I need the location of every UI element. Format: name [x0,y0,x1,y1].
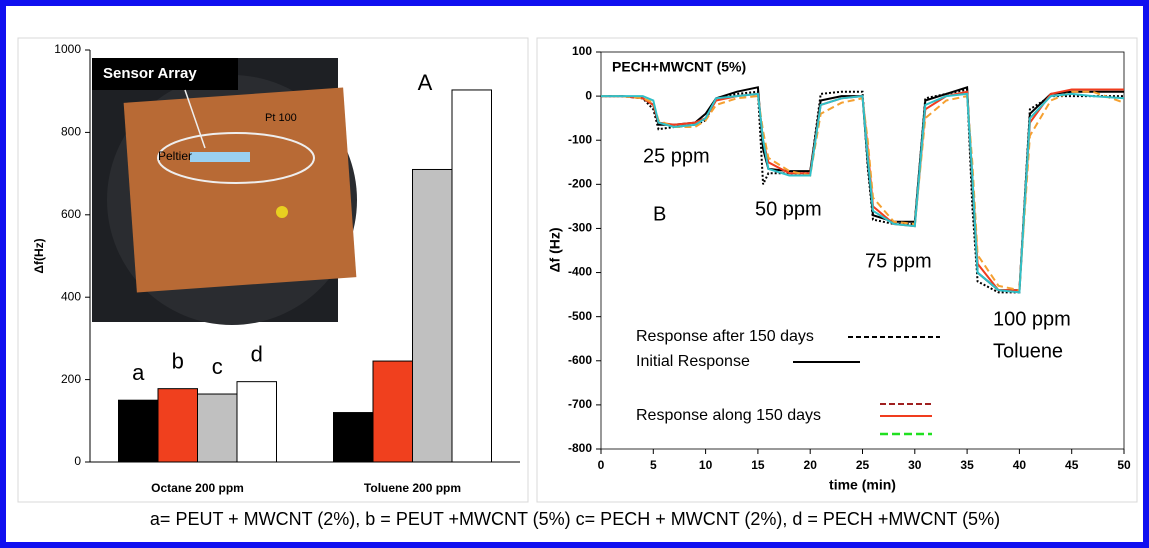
annotation: 75 ppm [865,250,932,272]
x-tick-label: Octane 200 ppm [151,481,244,495]
x-axis-label: time (min) [829,477,896,493]
x-tick-label: 0 [598,458,605,472]
y-tick-label: 600 [61,207,81,221]
annotation: A [418,70,433,95]
y-tick-label: 400 [61,289,81,303]
y-tick-label: -700 [568,397,592,411]
x-tick-label: 25 [856,458,870,472]
x-tick-label: 30 [908,458,922,472]
annotation: 100 ppm [993,308,1071,330]
x-tick-label: 10 [699,458,713,472]
bar [372,360,413,463]
panel-a-box [17,37,529,503]
bar [333,412,374,463]
y-tick-label: -300 [568,221,592,235]
annotation: B [653,203,666,225]
chart-title: PECH+MWCNT (5%) [612,59,746,75]
y-tick-label: 0 [74,454,81,468]
y-tick-label: -100 [568,132,592,146]
x-tick-label: 40 [1013,458,1027,472]
bar [118,399,159,463]
inset-label: Pt 100 [265,112,297,124]
series-label: c [212,354,223,379]
inset-label: Sensor Array [103,65,197,82]
bar [451,89,492,463]
inset-photo [92,58,357,325]
y-tick-label: -200 [568,177,592,191]
y-tick-label: 0 [585,88,592,102]
y-tick-label: -500 [568,309,592,323]
x-tick-label: Toluene 200 ppm [364,481,461,495]
bar [236,381,277,463]
annotation: 25 ppm [643,145,710,167]
y-tick-label: -600 [568,353,592,367]
y-axis-label: Δf (Hz) [547,227,563,272]
x-tick-label: 50 [1117,458,1131,472]
legend-label: Response after 150 days [636,328,814,345]
y-axis-label: Δf(Hz) [32,238,46,273]
bar [157,388,198,463]
line [601,92,1125,294]
caption: a= PEUT + MWCNT (2%), b = PEUT +MWCNT (5… [150,509,1000,529]
legend-label: Initial Response [636,353,750,370]
inset-label: Peltier [158,149,192,163]
y-tick-label: 200 [61,372,81,386]
annotation: 50 ppm [755,198,822,220]
series-label: d [251,341,263,366]
y-tick-label: -800 [568,441,592,455]
bar [197,393,238,463]
y-tick-label: 100 [572,44,592,58]
x-tick-label: 35 [960,458,974,472]
x-tick-label: 20 [804,458,818,472]
annotation: Toluene [993,340,1063,362]
x-tick-label: 45 [1065,458,1079,472]
bar [412,168,453,463]
x-tick-label: 15 [751,458,765,472]
panel-b-box [536,37,1138,503]
y-tick-label: -400 [568,265,592,279]
x-tick-label: 5 [650,458,657,472]
legend-label: Response along 150 days [636,407,821,424]
series-label: b [172,348,184,373]
y-tick-label: 800 [61,125,81,139]
y-tick-label: 1000 [54,42,81,56]
series-label: a [132,360,145,385]
line [601,90,1125,292]
